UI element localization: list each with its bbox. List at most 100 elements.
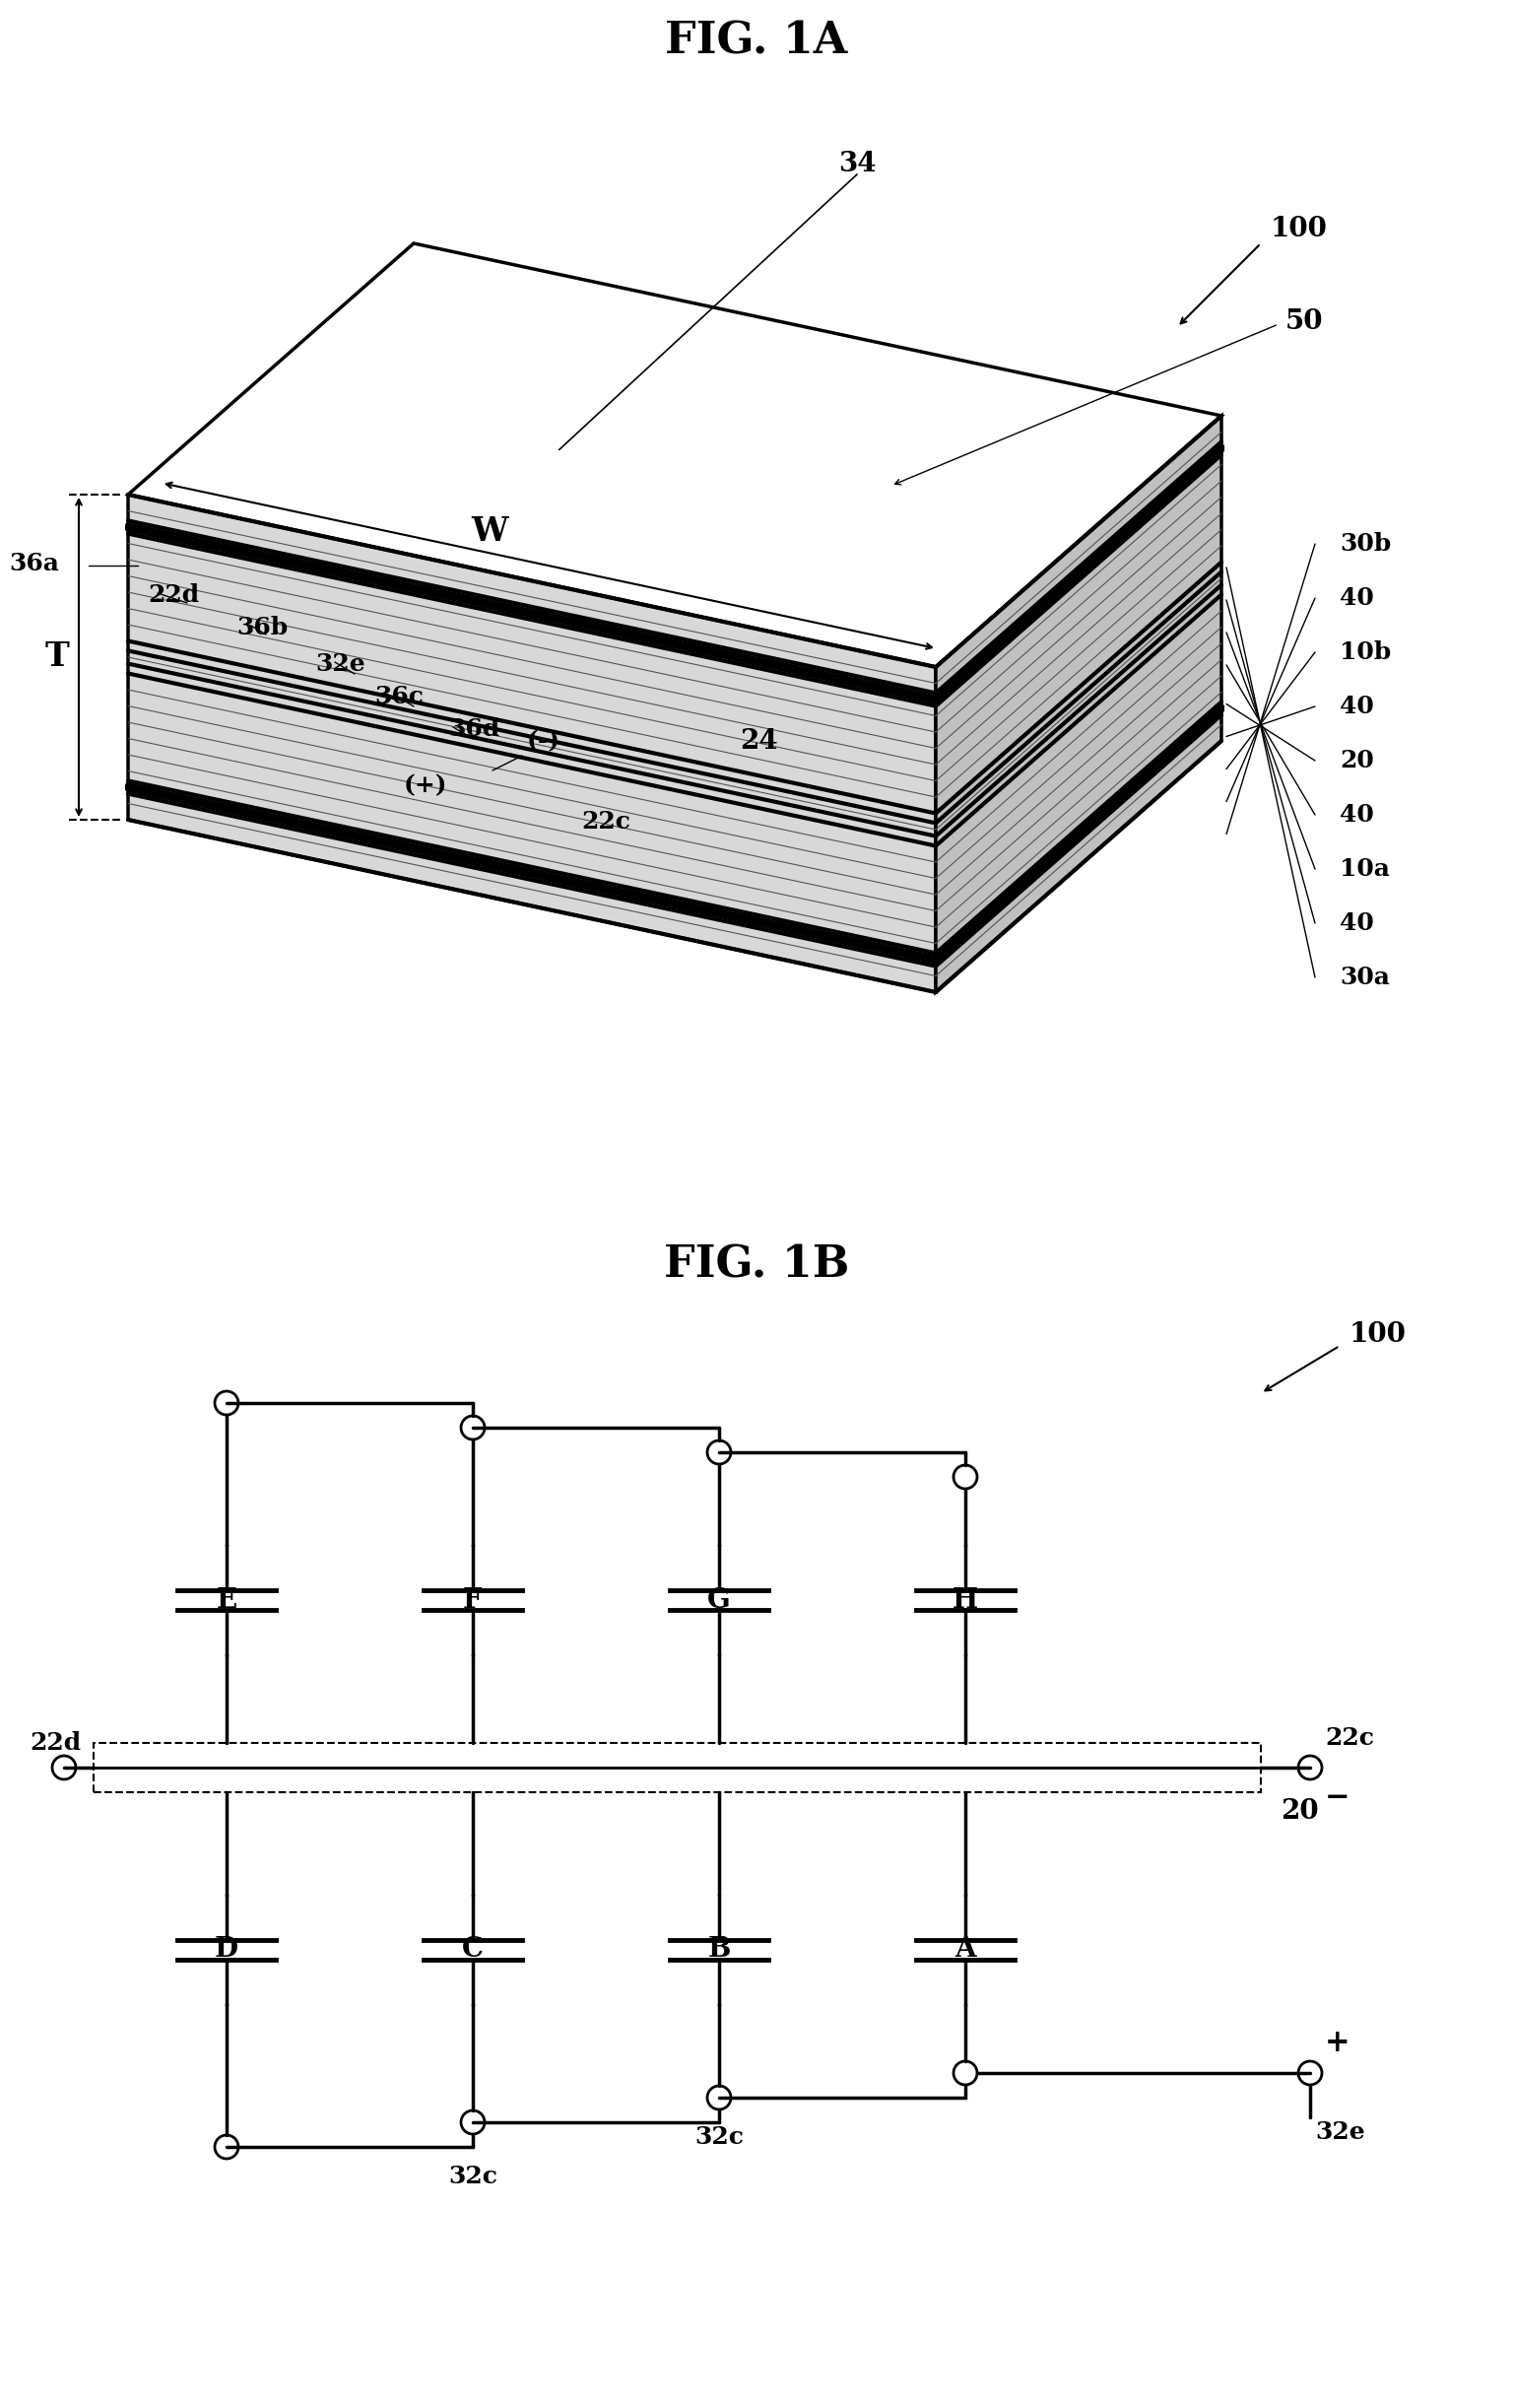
Text: 40: 40 (1340, 910, 1373, 934)
Text: 36a: 36a (9, 551, 59, 576)
Ellipse shape (706, 600, 736, 619)
Ellipse shape (813, 597, 837, 614)
Ellipse shape (868, 470, 893, 484)
Ellipse shape (524, 349, 548, 364)
Ellipse shape (451, 335, 475, 349)
Ellipse shape (639, 327, 663, 342)
Ellipse shape (666, 568, 692, 583)
Ellipse shape (881, 378, 905, 395)
Text: 40: 40 (1340, 585, 1373, 609)
Ellipse shape (752, 491, 777, 508)
Text: −: − (1325, 1782, 1350, 1813)
Ellipse shape (421, 279, 445, 296)
Ellipse shape (669, 380, 693, 395)
Text: 22c: 22c (581, 809, 630, 833)
Text: 32e: 32e (1316, 2121, 1366, 2143)
Ellipse shape (970, 539, 995, 554)
Ellipse shape (510, 441, 534, 455)
Ellipse shape (1099, 426, 1123, 441)
Ellipse shape (766, 400, 790, 417)
Ellipse shape (322, 448, 347, 462)
Text: A: A (955, 1936, 977, 1963)
Ellipse shape (637, 513, 662, 530)
Ellipse shape (583, 455, 607, 472)
Ellipse shape (497, 530, 522, 547)
Ellipse shape (148, 479, 179, 498)
Ellipse shape (740, 583, 765, 597)
Ellipse shape (908, 643, 939, 662)
Text: 34: 34 (839, 152, 877, 178)
Text: 32e: 32e (315, 653, 365, 677)
Ellipse shape (280, 364, 310, 383)
Polygon shape (129, 243, 1222, 667)
Polygon shape (936, 417, 1222, 992)
Ellipse shape (984, 448, 1008, 462)
Bar (94, 1743, 1261, 1792)
Ellipse shape (808, 364, 833, 378)
Text: B: B (707, 1936, 731, 1963)
Ellipse shape (540, 494, 565, 508)
Ellipse shape (783, 544, 807, 561)
Ellipse shape (468, 477, 492, 494)
Text: 10b: 10b (1340, 641, 1391, 665)
Text: 50: 50 (1285, 308, 1323, 335)
Text: 30b: 30b (1340, 532, 1391, 556)
Ellipse shape (886, 614, 910, 628)
Text: FIG. 1A: FIG. 1A (665, 19, 848, 63)
Ellipse shape (412, 248, 442, 267)
Text: 32c: 32c (695, 2126, 743, 2148)
Ellipse shape (790, 330, 822, 349)
Text: D: D (215, 1936, 238, 1963)
Text: W: W (471, 515, 509, 547)
Ellipse shape (710, 530, 734, 544)
Text: 20: 20 (1281, 1799, 1319, 1825)
Ellipse shape (1013, 501, 1039, 515)
Ellipse shape (424, 515, 450, 530)
Ellipse shape (825, 508, 849, 523)
Ellipse shape (292, 393, 316, 409)
Ellipse shape (593, 551, 619, 566)
Ellipse shape (350, 523, 382, 542)
Ellipse shape (1170, 412, 1201, 431)
Ellipse shape (407, 371, 433, 388)
Polygon shape (129, 494, 936, 992)
Text: G: G (707, 1587, 731, 1613)
Text: FIG. 1B: FIG. 1B (663, 1245, 849, 1286)
Ellipse shape (553, 402, 578, 417)
Text: 10a: 10a (1340, 857, 1390, 881)
Ellipse shape (206, 470, 232, 484)
Ellipse shape (1026, 409, 1051, 426)
Ellipse shape (613, 291, 643, 311)
Ellipse shape (795, 455, 821, 470)
Text: 32c: 32c (448, 2165, 498, 2189)
Ellipse shape (395, 462, 419, 477)
Ellipse shape (378, 318, 403, 332)
Text: 24: 24 (739, 727, 778, 754)
Text: (+): (+) (404, 773, 448, 797)
Text: 40: 40 (1340, 694, 1373, 718)
Text: T: T (45, 641, 70, 674)
Ellipse shape (528, 561, 559, 580)
Text: 40: 40 (1340, 802, 1373, 826)
Ellipse shape (712, 342, 736, 359)
Ellipse shape (1039, 527, 1069, 547)
Ellipse shape (928, 576, 952, 592)
Ellipse shape (250, 431, 274, 445)
Ellipse shape (898, 523, 922, 537)
Ellipse shape (722, 438, 748, 453)
Ellipse shape (911, 431, 936, 448)
Text: +: + (1325, 2028, 1350, 2059)
Text: 100: 100 (1349, 1320, 1407, 1348)
Ellipse shape (279, 484, 304, 501)
Text: 22c: 22c (1325, 1727, 1375, 1751)
Text: 36c: 36c (374, 684, 424, 708)
Ellipse shape (837, 484, 868, 503)
Text: (-): (-) (527, 730, 560, 754)
Text: 22d: 22d (148, 583, 200, 607)
Ellipse shape (625, 419, 651, 433)
Ellipse shape (481, 407, 512, 426)
Ellipse shape (335, 356, 360, 371)
Text: C: C (462, 1936, 483, 1963)
Ellipse shape (940, 484, 966, 501)
Ellipse shape (597, 364, 621, 380)
